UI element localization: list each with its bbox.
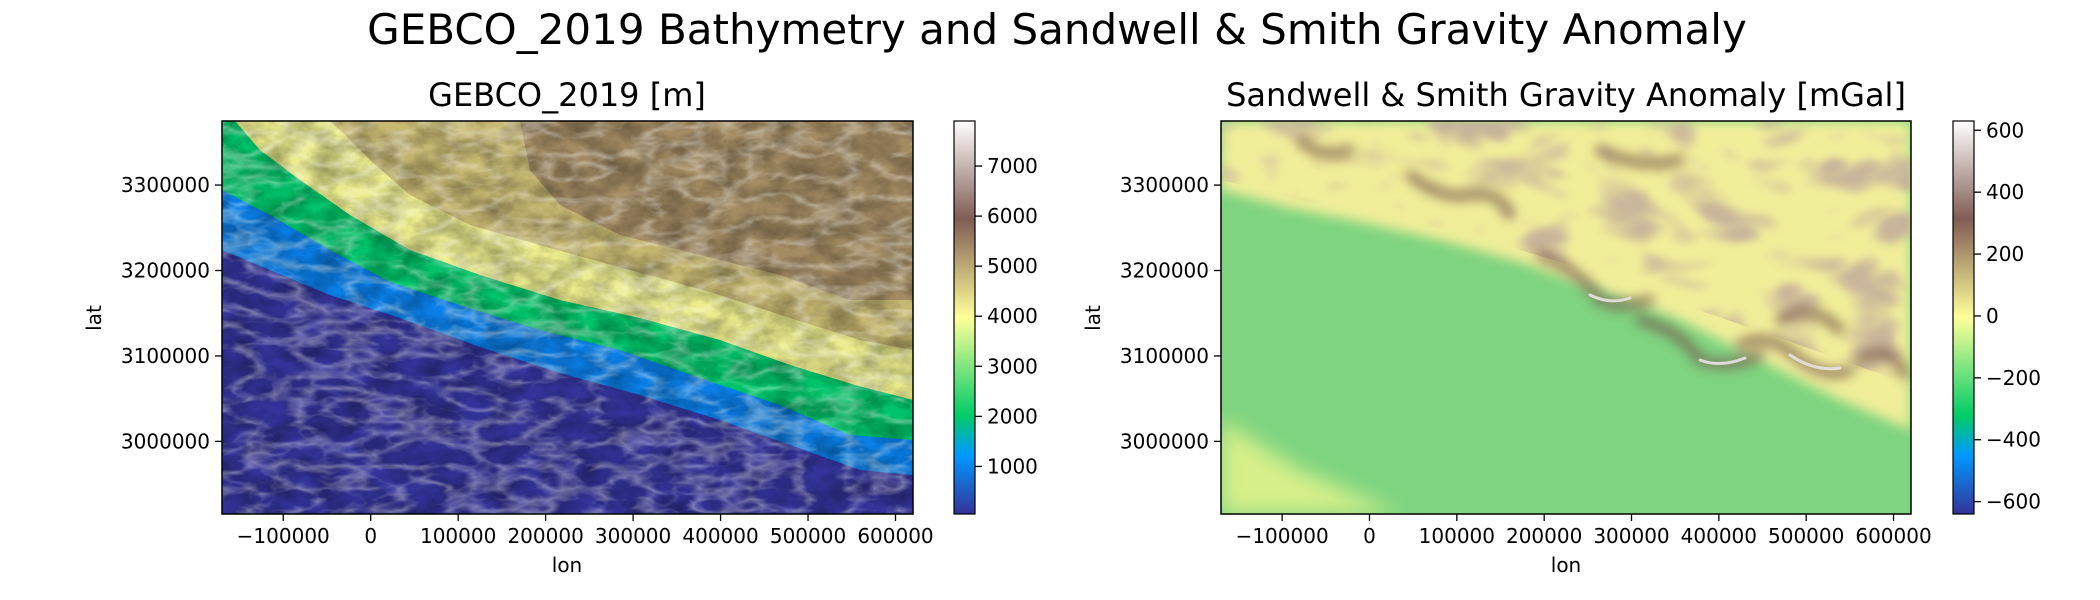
gebco-colorbar-tick-label: 3000 — [987, 354, 1038, 378]
gebco-xtick-label: 200000 — [507, 524, 583, 548]
gravity-title: Sandwell & Smith Gravity Anomaly [mGal] — [1226, 76, 1906, 114]
gravity-xtick-label: 200000 — [1506, 524, 1582, 548]
gebco-colorbar-tick-label: 2000 — [987, 404, 1038, 428]
gebco-colorbar-tick-label: 4000 — [987, 304, 1038, 328]
gebco-xtick-label: 500000 — [770, 524, 846, 548]
gravity-xtick-label: −100000 — [1236, 524, 1329, 548]
gebco-ylabel: lat — [82, 305, 106, 331]
gravity-colorbar-tick-label: −600 — [1986, 490, 2041, 514]
gravity-axes: −100000 0 100000 200000 300000 400000 500000 60… — [1120, 173, 1932, 548]
gravity-colorbar-tick-label: −400 — [1986, 428, 2041, 452]
gebco-colorbar-tick-label: 1000 — [987, 454, 1038, 478]
gravity-xtick-label: 100000 — [1419, 524, 1495, 548]
figure-title: GEBCO_2019 Bathymetry and Sandwell & Smi… — [367, 5, 1747, 54]
panel-gebco: GEBCO_2019 [m] −100000 0 100000 200000 30000… — [82, 76, 1038, 577]
gravity-xtick-label: 0 — [1363, 524, 1376, 548]
gebco-xtick-label: 400000 — [682, 524, 758, 548]
gebco-xtick-label: 600000 — [857, 524, 933, 548]
gravity-colorbar: −600 −400 −200 0 200 400 600 — [1952, 118, 2041, 515]
gebco-ytick-label: 3100000 — [121, 344, 210, 368]
gravity-ytick-label: 3300000 — [1120, 173, 1209, 197]
gebco-colorbar-ticks: 1000 2000 3000 4000 5000 6000 7000 — [975, 154, 1038, 478]
gebco-xtick-label: 0 — [364, 524, 377, 548]
gebco-xtick-label: −100000 — [237, 524, 330, 548]
gravity-xlabel: lon — [1551, 553, 1581, 577]
gravity-ytick-label: 3000000 — [1120, 429, 1209, 453]
gravity-map — [1221, 121, 1911, 514]
gebco-xtick-label: 100000 — [420, 524, 496, 548]
gebco-colorbar-tick-label: 6000 — [987, 204, 1038, 228]
gravity-colorbar-tick-label: −200 — [1986, 366, 2041, 390]
gebco-colorbar: 1000 2000 3000 4000 5000 6000 7000 — [953, 120, 1038, 515]
gebco-axes: −100000 0 100000 200000 300000 400000 500000 60… — [121, 173, 934, 548]
gravity-xtick-label: 500000 — [1768, 524, 1844, 548]
gebco-ytick-label: 3200000 — [121, 259, 210, 283]
panel-gravity: Sandwell & Smith Gravity Anomaly [mGal] — [1081, 76, 2041, 577]
gebco-ytick-label: 3300000 — [121, 173, 210, 197]
gravity-xtick-label: 300000 — [1593, 524, 1669, 548]
gebco-colorbar-tick-label: 5000 — [987, 254, 1038, 278]
gravity-ytick-label: 3200000 — [1120, 259, 1209, 283]
gravity-xtick-label: 400000 — [1681, 524, 1757, 548]
gebco-colorbar-tick-label: 7000 — [987, 154, 1038, 178]
gravity-ytick-label: 3100000 — [1120, 344, 1209, 368]
gravity-colorbar-tick-label: 400 — [1986, 180, 2024, 204]
gebco-xtick-label: 300000 — [595, 524, 671, 548]
gravity-colorbar-tick-label: 200 — [1986, 242, 2024, 266]
gravity-colorbar-tick-label: 600 — [1986, 118, 2024, 142]
gravity-colorbar-ticks: −600 −400 −200 0 200 400 600 — [1974, 118, 2041, 514]
gebco-title: GEBCO_2019 [m] — [428, 76, 706, 114]
gebco-map — [222, 121, 913, 514]
gravity-xtick-label: 600000 — [1855, 524, 1931, 548]
gebco-xlabel: lon — [552, 553, 582, 577]
gravity-ylabel: lat — [1081, 305, 1105, 331]
gravity-colorbar-tick-label: 0 — [1986, 304, 1999, 328]
gebco-ytick-label: 3000000 — [121, 429, 210, 453]
